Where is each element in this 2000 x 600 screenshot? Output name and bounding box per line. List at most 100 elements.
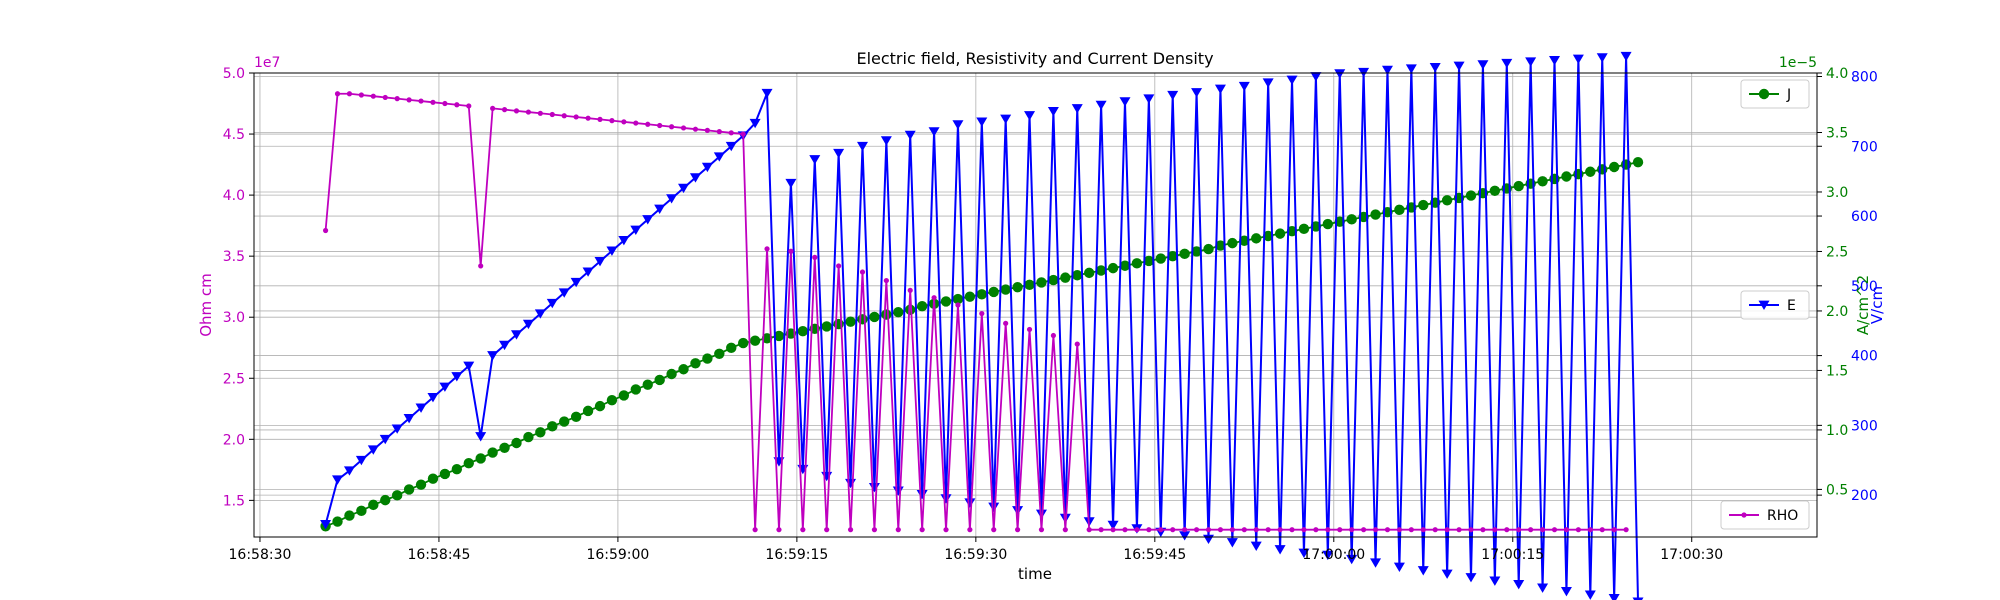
series-rho-point [1372,527,1379,533]
series-rho-point [1313,527,1319,533]
series-rho-point [919,527,925,533]
series-e-point [1596,53,1608,63]
series-j-point [606,394,618,406]
series-j-point [1000,284,1011,295]
axes: 16:58:30 16:58:45 16:59:00 16:59:15 16:59:30… [223,66,1878,563]
series-e-point [1560,587,1572,597]
series-rho-point [1253,527,1259,533]
series-rho-point [1456,527,1462,533]
legend-e: E [1740,290,1810,320]
series-rho-point [454,102,460,108]
series-e-point [475,432,487,442]
series-j-point [797,325,809,337]
series-j-point [1239,235,1250,246]
j-tick-label: 1.0 [1826,423,1848,439]
series-e-point [558,288,570,298]
series-rho-point [1229,527,1235,533]
series-e-point [1525,57,1537,67]
series-j-point [1394,204,1405,216]
series-j-point [1537,176,1548,187]
series-rho-point [1468,527,1474,533]
series-j-point [1262,230,1274,242]
series-j-point [344,510,355,521]
series-e-point [1179,531,1191,541]
series-j-point [881,309,892,320]
series-e-point [1274,545,1286,555]
series-e-point [1143,94,1155,104]
legend-marker [1758,88,1770,100]
e-tick-label: 600 [1851,209,1878,225]
j-tick-label: 1.5 [1826,363,1848,379]
e-tick-label: 300 [1851,418,1878,434]
series-e-point [546,298,558,309]
series-rho-point [1205,527,1212,533]
series-e-point [594,256,606,267]
rho-tick-label: 5.0 [223,66,245,82]
series-rho-point [979,310,985,317]
series-rho-point [824,527,830,533]
series-e-point [510,330,522,340]
series-j-point [845,316,856,327]
series-rho-point [1003,320,1009,326]
series-e-point [439,382,451,392]
series-e-point [1322,550,1334,561]
series-rho-point [1551,527,1558,533]
series-e-point [1107,520,1119,531]
series-e-point [522,319,534,330]
series-e-point [678,183,690,194]
series-e-point [487,351,499,361]
series-j-point [1561,171,1572,182]
series-e-point [1286,75,1298,85]
series-rho-point [1122,527,1128,533]
series-e-point [904,130,916,141]
series-e-point [391,424,403,434]
series-j-point [1036,277,1047,288]
j-tick-label: 3.5 [1826,125,1848,141]
series-e-point [1429,63,1441,73]
series-j-point [678,364,689,375]
series-e-point [928,127,940,137]
series-j-point [1251,233,1262,244]
series-e-point [1608,594,1620,600]
series-rho-point [513,108,520,114]
series-e-point [988,502,1000,512]
series-e-point [463,361,475,372]
e-tick-label: 700 [1851,139,1878,155]
series-j-point [773,330,785,342]
series-rho-point [1587,527,1593,533]
j-tick-label: 0.5 [1826,482,1848,498]
series-rho-point [322,227,329,234]
series-rho-point [680,125,687,131]
series-rho-point [1396,527,1403,533]
j-axis-multiplier: 1e−5 [1779,55,1817,71]
series-e [320,51,1644,600]
series-j-point [1632,157,1644,168]
series-j-point [1608,161,1620,173]
x-tick-label: 17:00:00 [1302,547,1365,563]
series-j-point [737,337,749,349]
series-rho-point [1062,527,1068,533]
series-rho-point [585,115,591,121]
series-e-point [1393,562,1405,572]
series-j-point [1060,272,1071,283]
series-rho-point [1038,527,1045,533]
series-e-point [952,120,964,130]
series-e-point [499,340,511,351]
series-e-point [1584,590,1596,600]
series-rho-point [478,263,484,269]
series-e-point [1310,72,1322,82]
series-rho-point [692,126,699,132]
series-e-point [1298,548,1310,558]
series-j-point [1203,243,1214,255]
series-e-point [320,520,332,530]
x-tick-label: 16:58:30 [229,547,292,563]
series-e-point [1465,573,1477,583]
series-j-point [332,516,343,527]
series-rho-point [907,287,913,293]
series-rho-point [1444,527,1450,533]
series-rho-point [525,109,532,115]
series-j-point [463,458,474,469]
series-e-point [570,277,582,288]
series-e-point [606,246,618,256]
series-rho-point [549,111,555,118]
